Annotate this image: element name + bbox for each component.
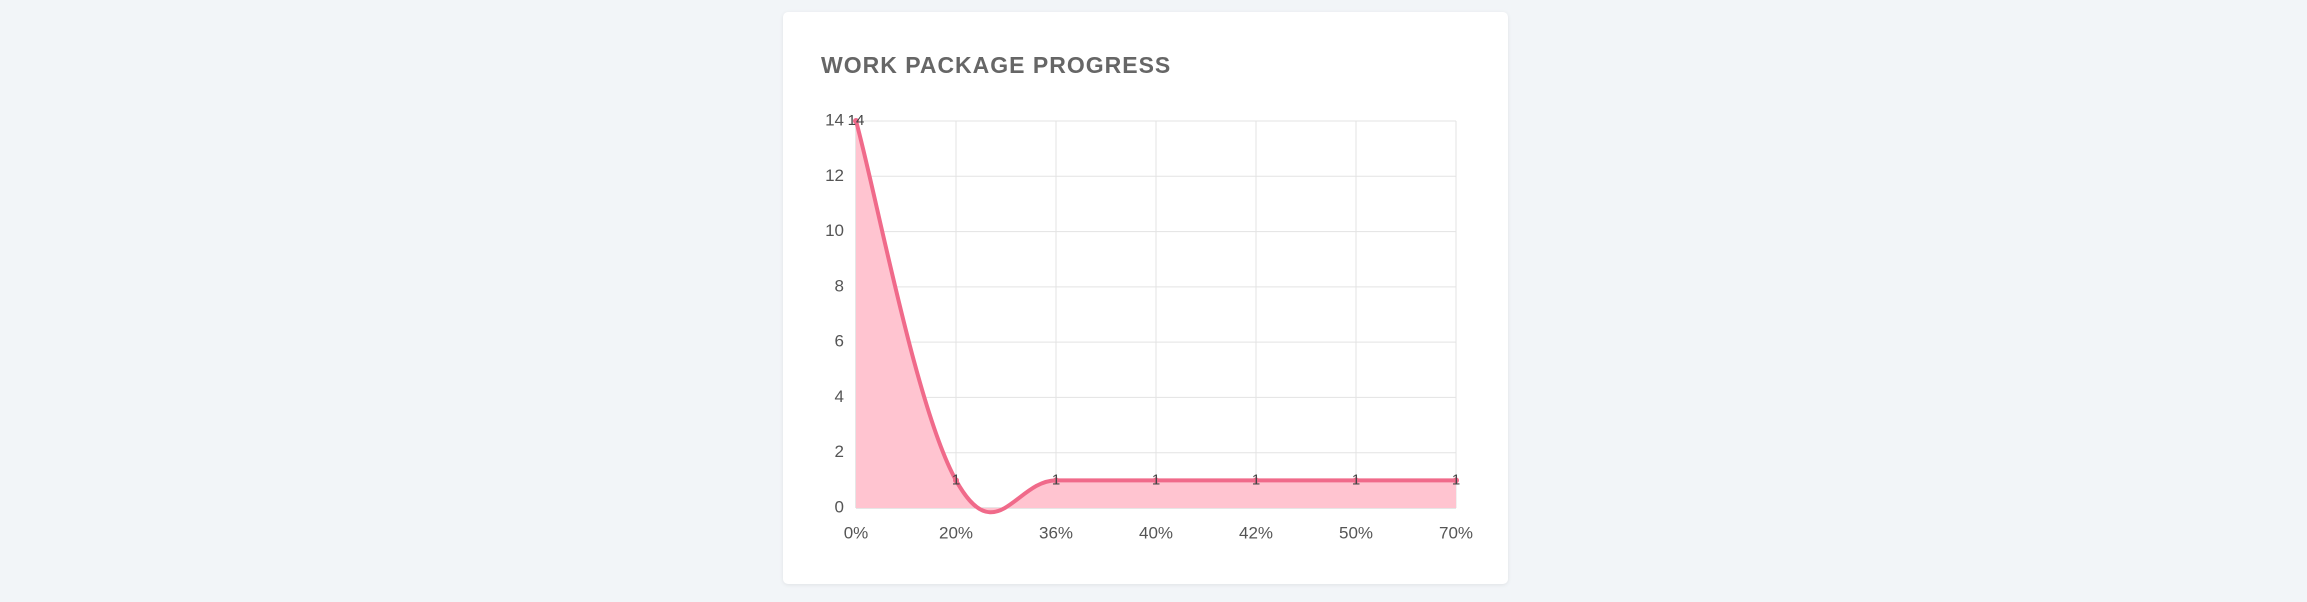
x-tick-label: 20% [939,523,973,542]
x-tick-label: 42% [1239,523,1273,542]
data-label: 1 [1352,471,1360,488]
data-label: 1 [1052,471,1060,488]
x-tick-label: 36% [1039,523,1073,542]
y-tick-label: 8 [835,276,844,295]
point [1453,477,1459,484]
area [856,121,1456,513]
chart-title: WORK PACKAGE PROGRESS [821,52,1171,78]
point [1153,477,1159,484]
x-tick-label: 0% [844,523,869,542]
y-tick-label: 14 [825,110,844,129]
y-tick-label: 4 [835,387,844,406]
y-tick-label: 2 [835,442,844,461]
y-tick-label: 0 [835,497,844,516]
y-tick-label: 10 [825,221,844,240]
x-tick-label: 50% [1339,523,1373,542]
point [1253,477,1259,484]
point [953,477,959,484]
point [1053,477,1059,484]
y-tick-label: 12 [825,166,844,185]
data-label: 1 [1252,471,1260,488]
point [853,118,859,124]
point [1353,477,1359,484]
y-tick-label: 6 [835,332,844,351]
line [854,120,1456,515]
x-tick-label: 70% [1439,523,1473,542]
x-tick-label: 40% [1139,523,1173,542]
data-label: 1 [1152,471,1160,488]
data-label: 14 [848,112,865,129]
data-label: 1 [952,471,960,488]
data-label: 1 [1452,471,1460,488]
